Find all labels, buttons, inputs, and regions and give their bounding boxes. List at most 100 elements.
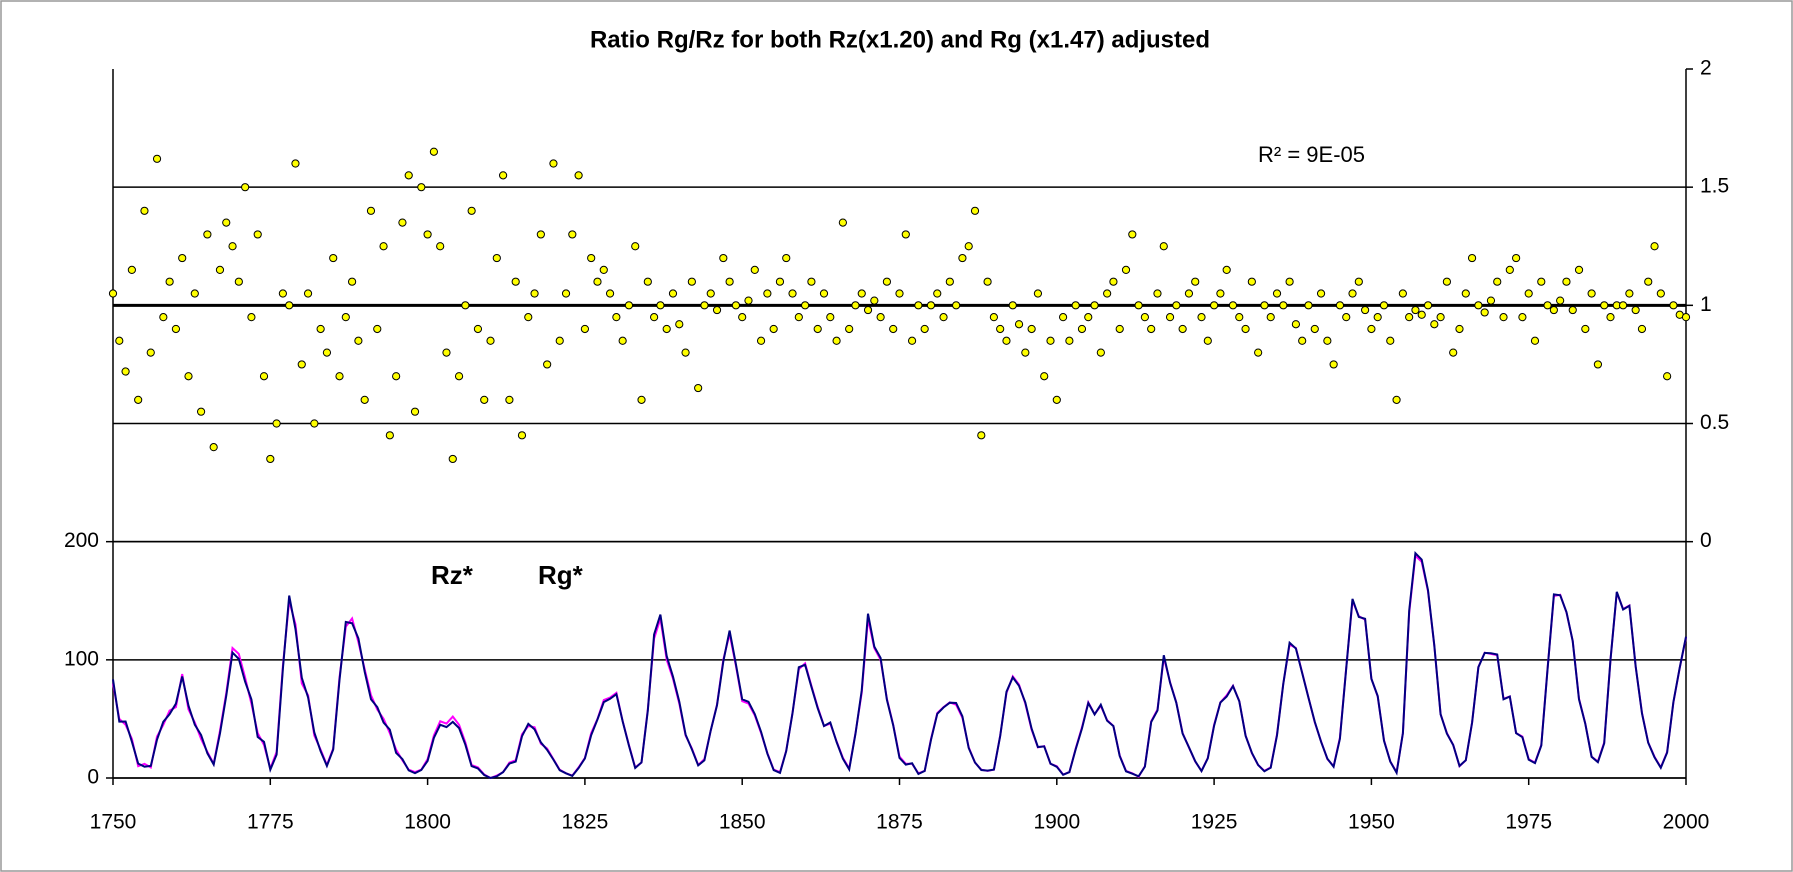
scatter-point	[1298, 336, 1307, 345]
scatter-point	[379, 242, 388, 251]
scatter-point	[996, 324, 1005, 334]
scatter-point	[1172, 301, 1181, 310]
scatter-point	[1002, 336, 1011, 345]
scatter-point	[335, 372, 344, 381]
scatter-point	[1228, 301, 1238, 310]
scatter-point	[1058, 313, 1068, 322]
scatter-point	[1354, 277, 1363, 286]
scatter-point	[618, 336, 627, 345]
scatter-point	[373, 324, 382, 334]
x-tick-label: 1750	[90, 811, 137, 834]
scatter-point	[171, 324, 181, 334]
scatter-point	[1398, 289, 1407, 298]
scatter-point	[694, 383, 703, 393]
scatter-point	[599, 265, 608, 274]
scatter-point	[222, 218, 231, 227]
scatter-point	[1191, 277, 1200, 286]
scatter-point	[329, 253, 338, 263]
scatter-point	[1147, 324, 1156, 334]
scatter-point	[184, 372, 193, 381]
scatter-point	[926, 301, 936, 310]
scatter-point	[561, 289, 571, 298]
scatter-point	[744, 296, 753, 305]
scatter-point	[1342, 313, 1351, 322]
scatter-point	[738, 313, 747, 322]
scatter-point	[983, 277, 992, 286]
scatter-point	[165, 277, 174, 286]
scatter-point	[819, 289, 829, 298]
scatter-point	[895, 289, 904, 298]
scatter-point	[970, 206, 980, 215]
scatter-point	[1071, 301, 1080, 310]
scatter-point	[637, 395, 646, 404]
scatter-point	[228, 242, 237, 251]
scatter-point	[467, 206, 476, 215]
scatter-point	[725, 277, 734, 286]
scatter-point	[675, 320, 684, 329]
y-tick-label: 0	[87, 766, 99, 789]
scatter-point	[1077, 324, 1087, 334]
scatter-point	[1493, 277, 1502, 286]
scatter-point	[278, 289, 287, 298]
scatter-point	[241, 183, 250, 192]
scatter-point	[1637, 324, 1647, 334]
scatter-point	[442, 348, 451, 357]
series-line	[112, 550, 1687, 780]
scatter-point	[234, 277, 243, 286]
scatter-point	[1348, 289, 1357, 298]
scatter-point	[650, 313, 659, 322]
scatter-point	[1587, 289, 1596, 298]
scatter-point	[1656, 289, 1665, 298]
legend-label: Rg*	[538, 560, 584, 590]
scatter-point	[1625, 289, 1634, 298]
scatter-point	[889, 324, 898, 334]
scatter-point	[668, 289, 678, 298]
scatter-point	[1524, 289, 1533, 298]
scatter-point	[662, 324, 671, 334]
scatter-point	[543, 360, 552, 369]
scatter-point	[1285, 277, 1294, 286]
scatter-point	[555, 336, 564, 345]
scatter-point	[1417, 310, 1426, 319]
y-tick-label: 100	[64, 647, 99, 670]
scatter-point	[832, 336, 841, 345]
scatter-point	[417, 183, 426, 192]
scatter-point	[1518, 313, 1527, 322]
scatter-point	[1184, 289, 1194, 298]
scatter-point	[958, 253, 967, 263]
scatter-point	[1128, 230, 1137, 239]
scatter-point	[813, 324, 822, 334]
scatter-point	[1109, 277, 1118, 286]
scatter-point	[517, 431, 527, 440]
scatter-point	[1260, 301, 1269, 310]
scatter-point	[297, 360, 306, 369]
scatter-point	[190, 289, 199, 298]
scatter-point	[1329, 360, 1338, 369]
annotation: R² = 9E-05	[1258, 142, 1365, 167]
scatter-point	[1574, 265, 1584, 274]
scatter-point	[486, 336, 495, 345]
scatter-point	[1581, 324, 1590, 334]
scatter-point	[1210, 301, 1219, 310]
scatter-point	[511, 277, 520, 286]
scatter-point	[907, 336, 917, 345]
x-tick-label: 1850	[719, 811, 766, 834]
y2-tick-label: 0.5	[1700, 411, 1729, 434]
scatter-point	[952, 301, 961, 310]
scatter-point	[1052, 395, 1061, 404]
scatter-point	[1323, 336, 1332, 345]
scatter-point	[1436, 313, 1445, 322]
scatter-point	[473, 324, 483, 334]
x-tick-label: 1800	[404, 811, 451, 834]
scatter-point	[1373, 313, 1382, 322]
x-tick-label: 2000	[1663, 811, 1710, 834]
scatter-point	[1631, 305, 1640, 315]
y2-tick-label: 2	[1700, 57, 1712, 80]
y2-tick-label: 1	[1700, 293, 1712, 316]
scatter-point	[1254, 348, 1263, 357]
scatter-point	[1486, 296, 1496, 305]
scatter-point	[1392, 395, 1401, 404]
scatter-point	[423, 230, 432, 239]
scatter-point	[461, 301, 470, 310]
scatter-point	[115, 336, 124, 345]
